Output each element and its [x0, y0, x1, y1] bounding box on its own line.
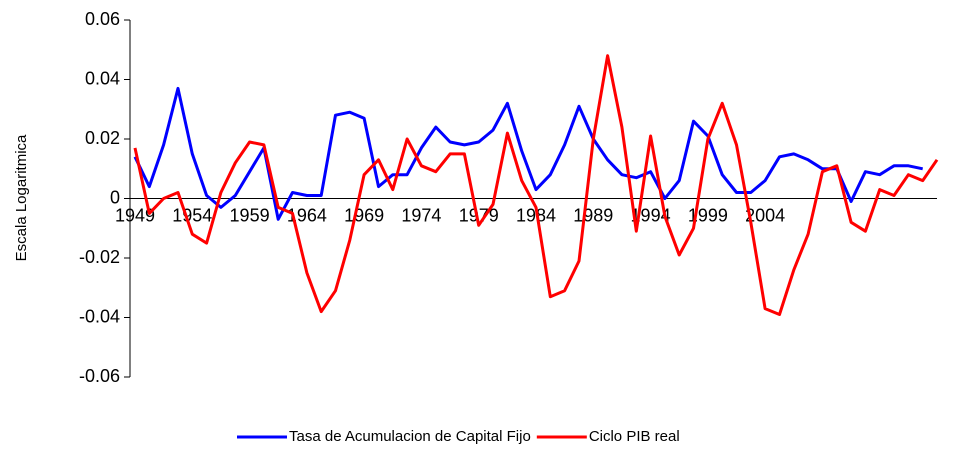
x-tick-label: 1954: [172, 205, 212, 225]
x-tick-label: 1974: [401, 205, 441, 225]
x-tick-label: 1949: [115, 205, 155, 225]
y-tick-label: 0: [110, 187, 120, 207]
series-line: [133, 86, 924, 221]
x-tick-label: 1959: [230, 205, 270, 225]
x-tick-label: 1964: [287, 205, 327, 225]
series-line: [133, 54, 939, 316]
y-axis-title: Escala Logaritmica: [13, 134, 30, 261]
x-tick-label: 1969: [344, 205, 384, 225]
y-tick-label: 0.02: [85, 128, 120, 148]
y-tick-label: 0.04: [85, 68, 120, 88]
legend-label: Tasa de Acumulacion de Capital Fijo: [289, 428, 531, 445]
legend-label: Ciclo PIB real: [589, 428, 680, 445]
legend: Tasa de Acumulacion de Capital Fijo Ciclo…: [237, 428, 680, 445]
y-tick-label: 0.06: [85, 9, 120, 29]
y-tick-label: -0.02: [79, 247, 120, 267]
x-tick-label: 2004: [745, 205, 785, 225]
y-tick-label: -0.04: [79, 306, 120, 326]
x-tick-label: 1989: [573, 205, 613, 225]
y-tick-label: -0.06: [79, 366, 120, 386]
